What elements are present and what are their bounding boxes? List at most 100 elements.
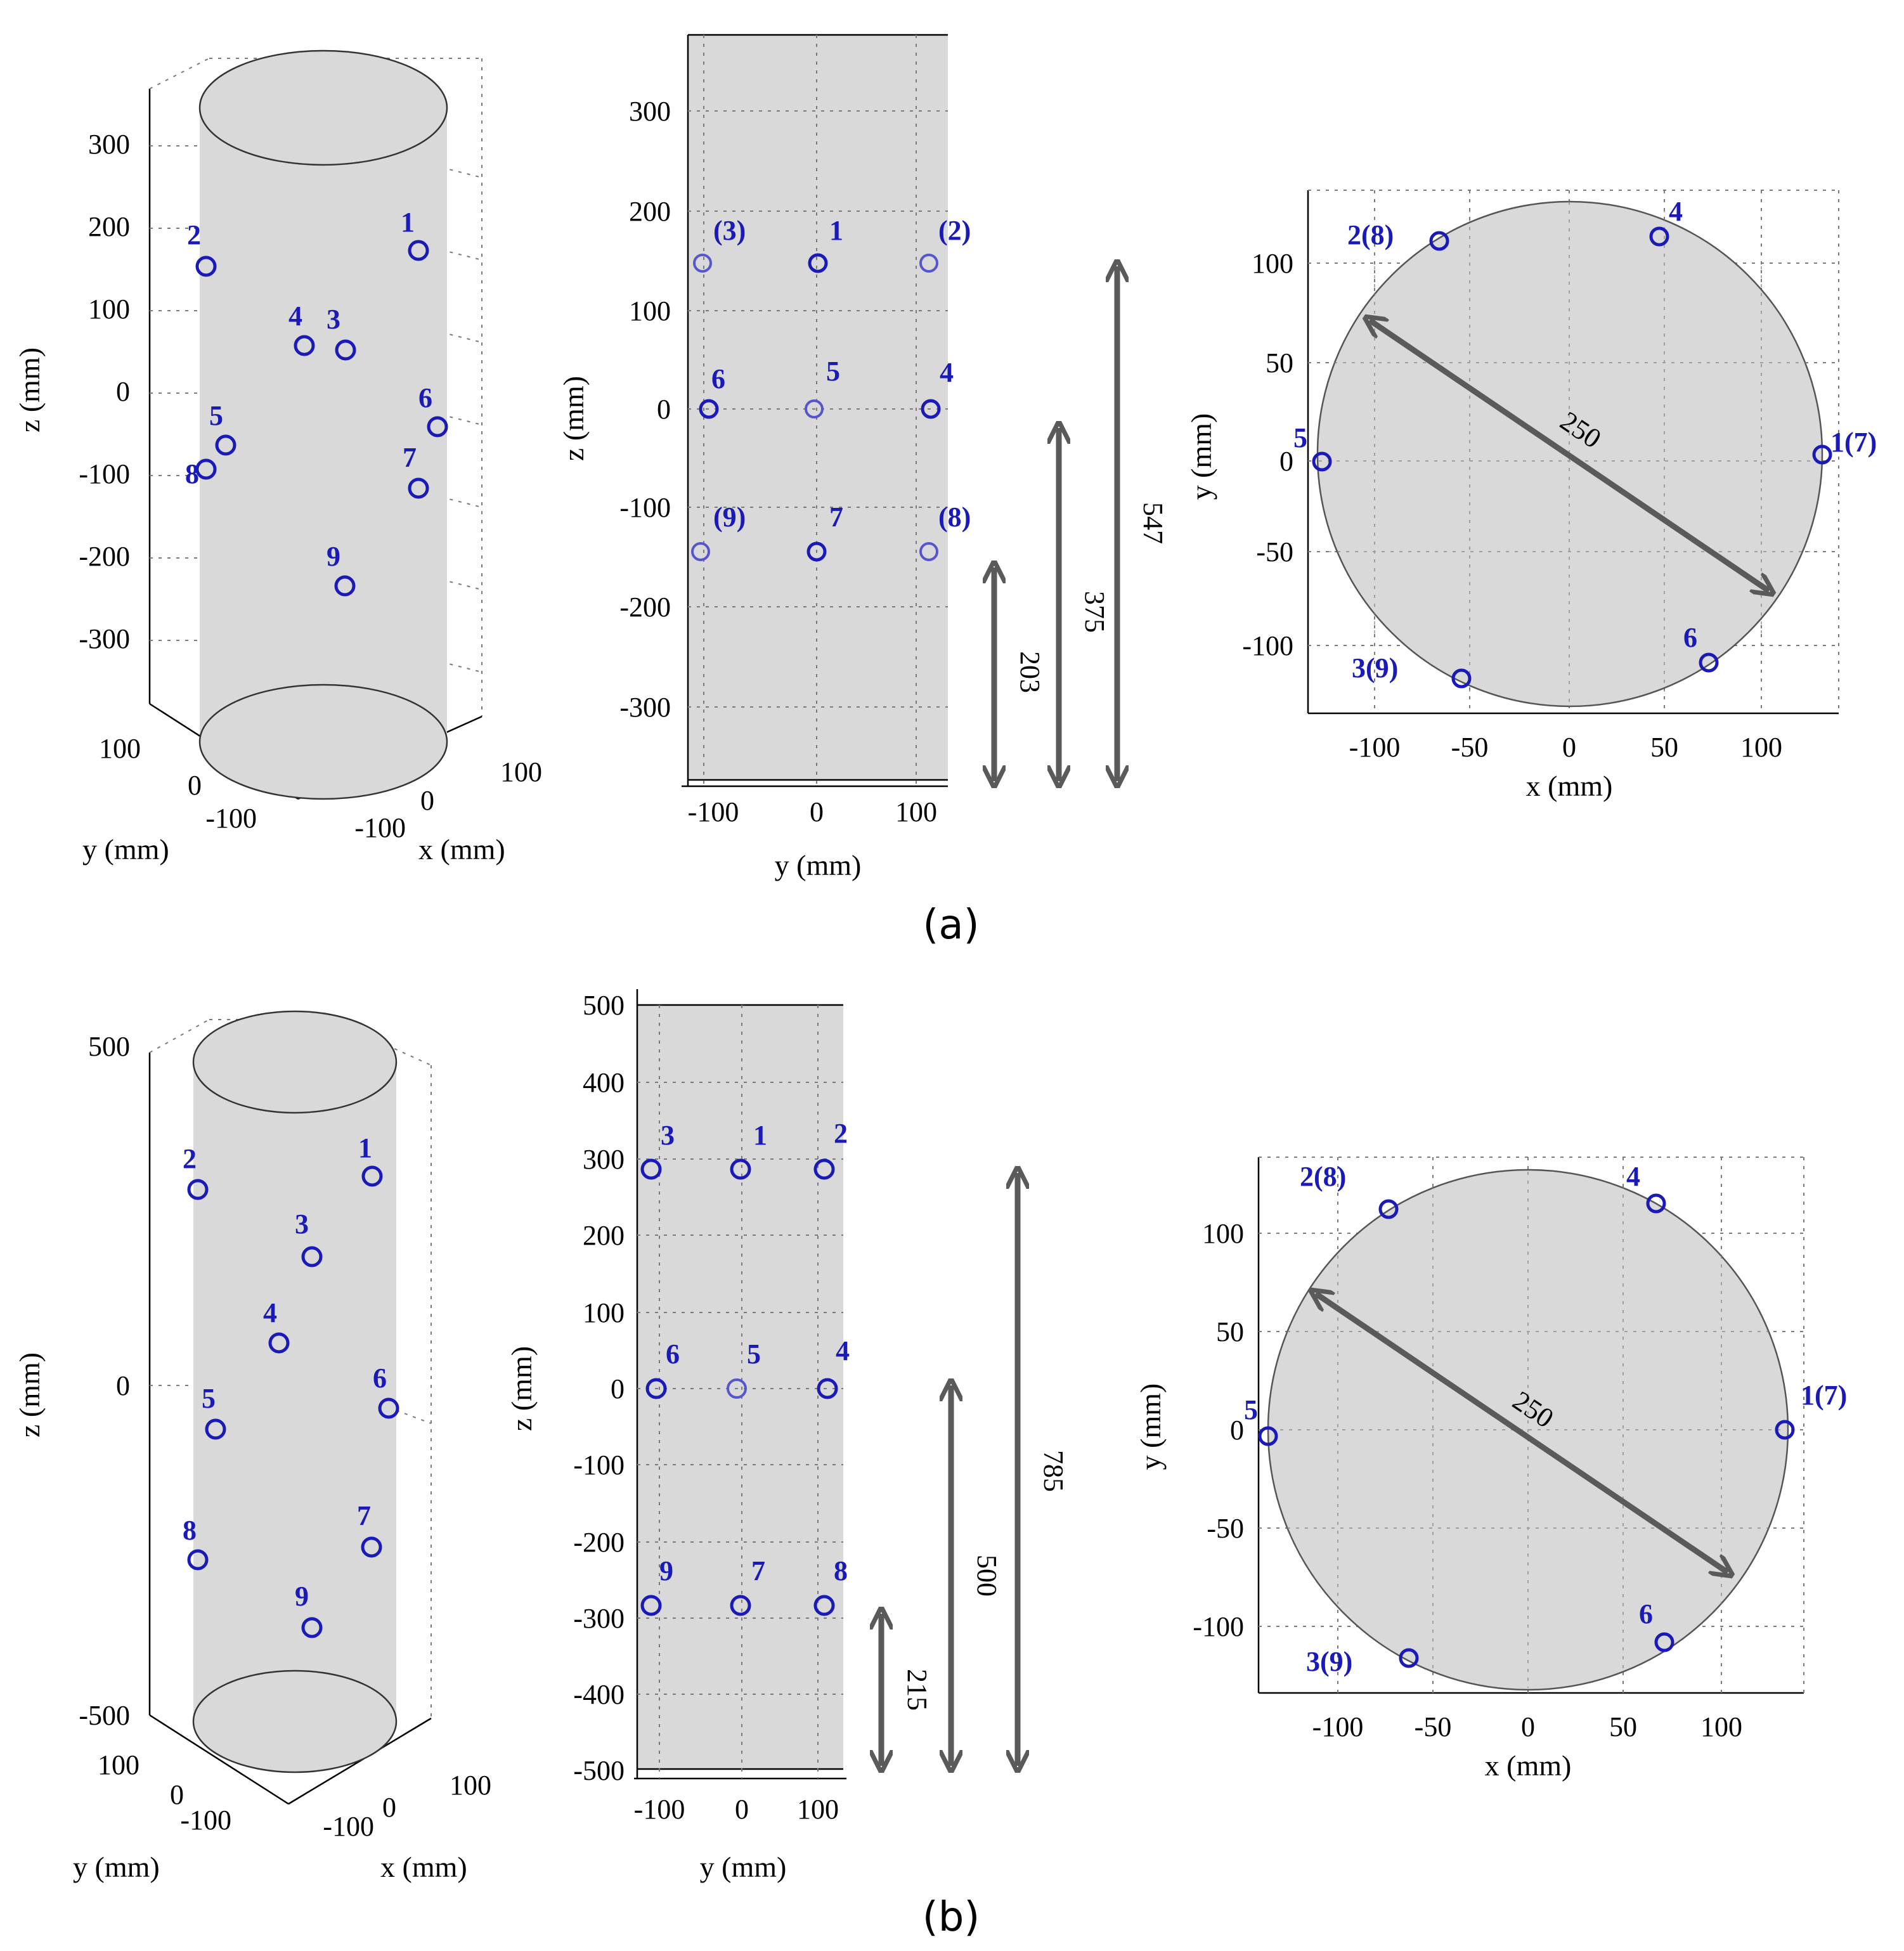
sensor-marker [813, 1158, 835, 1180]
sensor-label: 7 [357, 1500, 371, 1531]
side-z-label: z (mm) [505, 1346, 538, 1431]
sensor-marker [808, 253, 828, 273]
tick-label: 100 [1740, 732, 1782, 763]
sensor-label: (9) [713, 502, 746, 533]
tick-label: 0 [170, 1779, 184, 1810]
tick-label: -100 [573, 1449, 625, 1481]
sensor-marker [294, 335, 315, 356]
tick-label: -100 [205, 803, 257, 834]
tick-label: -50 [1415, 1711, 1452, 1742]
sensor-marker [335, 339, 356, 361]
sensor-label: (2) [938, 215, 971, 246]
tick-label: 100 [1700, 1711, 1742, 1742]
sensor-label: 1 [829, 215, 843, 246]
tick-label: 100 [450, 1770, 491, 1801]
sensor-marker [1646, 1193, 1666, 1214]
sensor-label: 7 [403, 442, 417, 473]
sensor-marker [408, 477, 429, 499]
tick-label: 300 [583, 1144, 625, 1175]
sensor-marker [640, 1595, 662, 1616]
sensor-label: 5 [209, 400, 223, 431]
dimension-label: 375 [1079, 591, 1110, 633]
sensor-label: 8 [183, 1515, 197, 1546]
tick-label: -100 [79, 458, 130, 489]
sensor-marker [691, 542, 710, 561]
tick-label: 0 [657, 394, 671, 425]
sensor-label: 7 [751, 1555, 765, 1586]
tick-label: -500 [573, 1755, 625, 1786]
sensor-label: 6 [1639, 1598, 1653, 1630]
sensor-label: 4 [288, 301, 302, 332]
tick-label: 200 [583, 1220, 625, 1251]
sensor-label: 5 [1244, 1394, 1258, 1425]
sensor-label: 6 [373, 1363, 387, 1394]
sensor-marker [427, 416, 448, 438]
tick-label: -100 [323, 1811, 374, 1842]
iso-points-b: 1 2 3 4 5 6 7 8 9 [183, 1132, 399, 1638]
sensor-marker [1429, 231, 1449, 251]
tick-label: 300 [88, 129, 130, 160]
sensor-label: 8 [185, 458, 199, 489]
sensor-label: 1(7) [1801, 1380, 1847, 1411]
tick-label: 50 [1609, 1711, 1637, 1742]
iso-x-label: x (mm) [380, 1851, 467, 1883]
caption-b: (b) [923, 1894, 980, 1941]
tick-label: 100 [1202, 1218, 1244, 1249]
tick-label: 0 [188, 770, 202, 801]
sensor-label: 4 [940, 357, 954, 388]
top-y-ticks-a: 100 50 0 -50 -100 [1242, 248, 1293, 661]
sensor-label: 9 [659, 1555, 673, 1586]
sensor-label: 5 [202, 1383, 216, 1414]
iso-x-label: x (mm) [418, 833, 505, 865]
sensor-label: 2 [183, 1143, 197, 1174]
tick-label: 50 [1216, 1316, 1244, 1347]
tick-label: -300 [573, 1603, 625, 1634]
sensor-marker [301, 1246, 323, 1267]
sensor-label: 1(7) [1830, 427, 1877, 458]
side-y-label: y (mm) [775, 849, 862, 881]
tick-label: 100 [500, 756, 542, 788]
tick-label: 0 [116, 1370, 130, 1401]
iso-z-label: z (mm) [13, 1352, 46, 1437]
sensor-label: 3 [295, 1209, 309, 1240]
sensor-marker [205, 1418, 226, 1440]
sensor-marker [195, 458, 217, 480]
sensor-marker [268, 1332, 290, 1354]
sensor-label: 8 [834, 1555, 848, 1586]
sensor-label: 6 [1683, 622, 1697, 653]
tick-label: 400 [583, 1067, 625, 1098]
side-cylinder [637, 1005, 843, 1769]
side-points-b: 3 1 2 6 5 4 9 7 8 [640, 1118, 850, 1616]
sensor-marker [640, 1158, 662, 1180]
dimension-label: 215 [902, 1669, 933, 1711]
tick-label: 300 [629, 96, 671, 127]
sensor-marker [1312, 451, 1332, 472]
iso-z-ticks: 300 200 100 0 -100 -200 -300 [79, 129, 130, 654]
tick-label: 500 [88, 1031, 130, 1062]
dimension-arrows-a: 203 375 547 [994, 266, 1169, 781]
tick-label: 500 [583, 990, 625, 1021]
top-points-a: 2(8) 4 5 1(7) 3(9) 6 [1293, 196, 1877, 689]
top-x-label: x (mm) [1526, 770, 1613, 802]
tick-label: 50 [1266, 347, 1293, 379]
top-x-label: x (mm) [1485, 1749, 1572, 1782]
tick-label: 0 [810, 796, 824, 827]
sensor-label: 2(8) [1347, 219, 1394, 250]
tick-label: 100 [797, 1794, 839, 1825]
side-cylinder [688, 35, 948, 780]
dimension-label: 500 [971, 1555, 1002, 1597]
cylinder-bottom [192, 1669, 398, 1773]
tick-label: -50 [1451, 732, 1489, 763]
tick-label: 100 [629, 295, 671, 327]
dimension-label: 547 [1137, 502, 1169, 544]
sensor-label: 5 [747, 1338, 761, 1370]
iso-y-label: y (mm) [82, 833, 169, 865]
tick-label: -100 [1312, 1711, 1364, 1742]
tick-label: -100 [634, 1794, 685, 1825]
sensor-marker [921, 399, 941, 419]
sensor-label: 5 [1293, 422, 1307, 453]
tick-label: 100 [99, 733, 141, 764]
sensor-marker [334, 575, 356, 597]
top-plot-b: 250 100 50 0 -50 -100 -100 -50 0 50 100 … [1134, 1157, 1847, 1782]
tick-label: 100 [1252, 248, 1293, 279]
